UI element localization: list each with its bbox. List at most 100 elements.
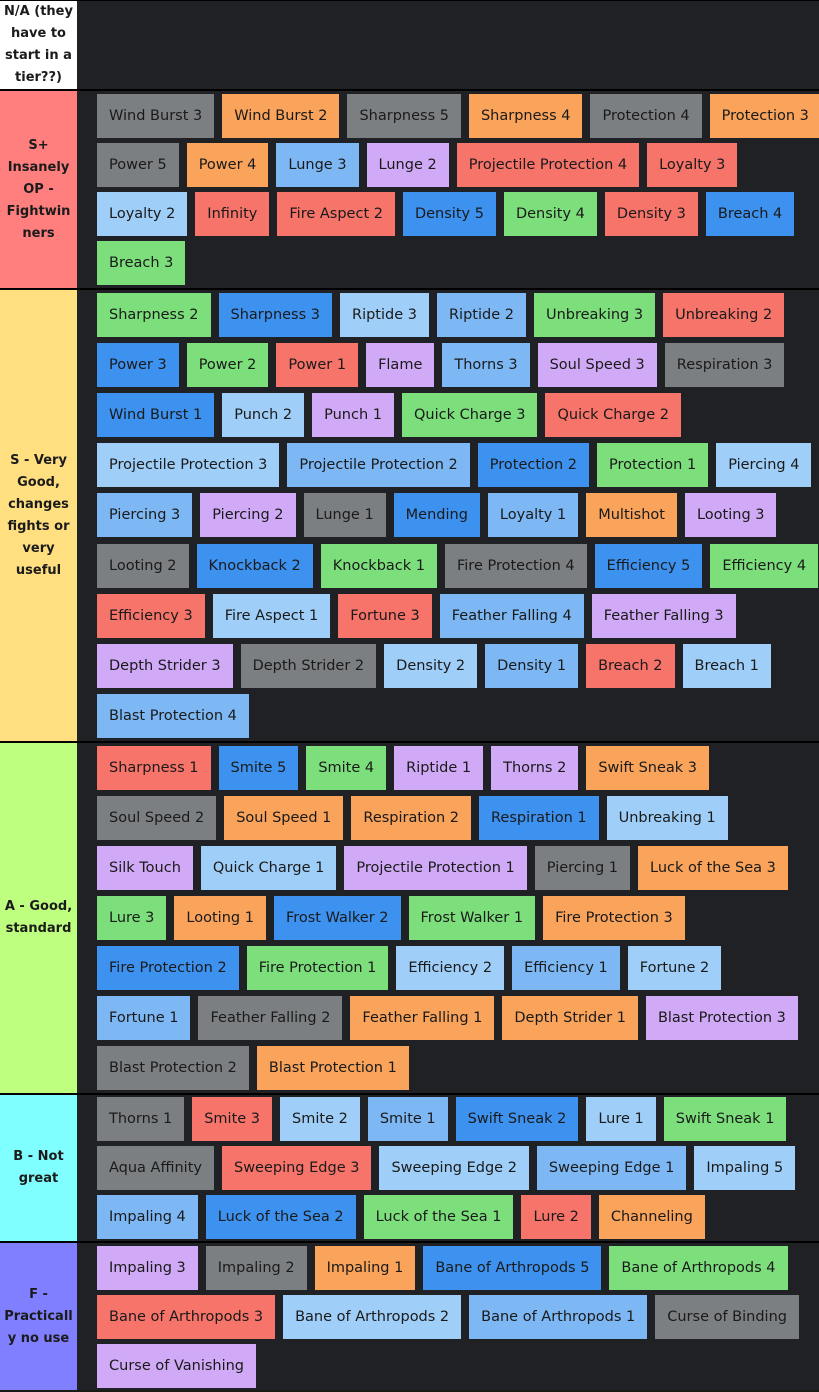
tier-label[interactable]: N/A (they have to start in a tier??) (0, 1, 77, 89)
enchantment-item[interactable]: Wind Burst 3 (97, 93, 215, 138)
enchantment-item[interactable]: Lure 3 (97, 896, 167, 940)
enchantment-item[interactable]: Fire Protection 1 (246, 946, 389, 990)
enchantment-item[interactable]: Frost Walker 2 (273, 896, 401, 940)
enchantment-item[interactable]: Frost Walker 1 (408, 896, 536, 940)
enchantment-item[interactable]: Silk Touch (97, 846, 193, 890)
enchantment-item[interactable]: Fortune 3 (338, 593, 432, 638)
enchantment-item[interactable]: Depth Strider 1 (502, 996, 638, 1040)
enchantment-item[interactable]: Bane of Arthropods 3 (97, 1294, 276, 1339)
enchantment-item[interactable]: Feather Falling 4 (439, 593, 584, 638)
enchantment-item[interactable]: Power 1 (276, 343, 359, 388)
enchantment-item[interactable]: Fortune 2 (627, 946, 722, 990)
enchantment-item[interactable]: Bane of Arthropods 2 (283, 1294, 462, 1339)
enchantment-item[interactable]: Fire Protection 2 (97, 946, 239, 990)
enchantment-item[interactable]: Thorns 1 (97, 1097, 185, 1142)
enchantment-item[interactable]: Sweeping Edge 3 (221, 1146, 372, 1190)
enchantment-item[interactable]: Efficiency 1 (512, 946, 620, 990)
enchantment-item[interactable]: Density 4 (503, 192, 597, 237)
enchantment-item[interactable]: Depth Strider 2 (240, 643, 377, 688)
enchantment-item[interactable]: Riptide 2 (436, 293, 526, 338)
enchantment-item[interactable]: Quick Charge 1 (200, 846, 337, 890)
enchantment-item[interactable]: Efficiency 4 (710, 543, 819, 588)
enchantment-item[interactable]: Density 2 (384, 643, 478, 688)
enchantment-item[interactable]: Swift Sneak 1 (663, 1097, 787, 1142)
enchantment-item[interactable]: Mending (393, 493, 480, 538)
enchantment-item[interactable]: Protection 4 (590, 93, 702, 138)
enchantment-item[interactable]: Power 2 (186, 343, 269, 388)
enchantment-item[interactable]: Sharpness 2 (97, 293, 211, 338)
enchantment-item[interactable]: Soul Speed 3 (537, 343, 657, 388)
enchantment-item[interactable]: Punch 2 (222, 393, 305, 438)
enchantment-item[interactable]: Density 1 (485, 643, 579, 688)
enchantment-item[interactable]: Piercing 1 (534, 846, 631, 890)
enchantment-item[interactable]: Piercing 3 (97, 493, 193, 538)
enchantment-item[interactable]: Quick Charge 2 (545, 393, 681, 438)
enchantment-item[interactable]: Impaling 5 (694, 1146, 796, 1190)
enchantment-item[interactable]: Blast Protection 4 (97, 693, 249, 738)
enchantment-item[interactable]: Unbreaking 1 (606, 796, 728, 840)
enchantment-item[interactable]: Protection 2 (477, 443, 589, 488)
enchantment-item[interactable]: Breach 1 (682, 643, 771, 688)
enchantment-item[interactable]: Efficiency 2 (396, 946, 505, 990)
enchantment-item[interactable]: Sharpness 5 (347, 93, 461, 138)
enchantment-item[interactable]: Knockback 1 (320, 543, 437, 588)
enchantment-item[interactable]: Projectile Protection 1 (344, 846, 527, 890)
enchantment-item[interactable]: Sweeping Edge 1 (536, 1146, 687, 1190)
enchantment-item[interactable]: Fire Aspect 2 (277, 192, 395, 237)
enchantment-item[interactable]: Soul Speed 1 (224, 796, 344, 840)
enchantment-item[interactable]: Looting 3 (684, 493, 777, 538)
enchantment-item[interactable]: Feather Falling 3 (591, 593, 736, 638)
enchantment-item[interactable]: Unbreaking 2 (663, 293, 785, 338)
enchantment-item[interactable]: Impaling 3 (97, 1245, 198, 1290)
enchantment-item[interactable]: Loyalty 2 (97, 192, 188, 237)
enchantment-item[interactable]: Power 5 (97, 142, 179, 187)
enchantment-item[interactable]: Channeling (598, 1194, 705, 1239)
enchantment-item[interactable]: Loyalty 3 (647, 142, 738, 187)
enchantment-item[interactable]: Wind Burst 2 (222, 93, 340, 138)
enchantment-item[interactable]: Density 3 (604, 192, 698, 237)
enchantment-item[interactable]: Punch 1 (312, 393, 394, 438)
enchantment-item[interactable]: Lunge 2 (366, 142, 449, 187)
enchantment-item[interactable]: Curse of Vanishing (97, 1343, 257, 1388)
enchantment-item[interactable]: Respiration 3 (664, 343, 785, 388)
tier-items-area[interactable]: Sharpness 1 Smite 5 Smite 4 Riptide 1 Thorns… (77, 743, 819, 1093)
enchantment-item[interactable]: Luck of the Sea 1 (363, 1194, 514, 1239)
enchantment-item[interactable]: Looting 2 (97, 543, 189, 588)
enchantment-item[interactable]: Feather Falling 2 (198, 996, 343, 1040)
enchantment-item[interactable]: Impaling 2 (205, 1245, 307, 1290)
enchantment-item[interactable]: Bane of Arthropods 5 (423, 1245, 602, 1290)
enchantment-item[interactable]: Lunge 3 (276, 142, 359, 187)
enchantment-item[interactable]: Thorns 2 (491, 746, 579, 790)
enchantment-item[interactable]: Blast Protection 1 (256, 1046, 409, 1090)
enchantment-item[interactable]: Fire Protection 4 (444, 543, 587, 588)
enchantment-item[interactable]: Fortune 1 (97, 996, 191, 1040)
enchantment-item[interactable]: Smite 4 (306, 746, 387, 790)
tier-items-area[interactable]: Wind Burst 3 Wind Burst 2 Sharpness 5 Sharp… (77, 91, 819, 288)
enchantment-item[interactable]: Power 3 (97, 343, 179, 388)
enchantment-item[interactable]: Sharpness 1 (97, 746, 211, 790)
enchantment-item[interactable]: Thorns 3 (442, 343, 530, 388)
enchantment-item[interactable]: Breach 2 (586, 643, 675, 688)
enchantment-item[interactable]: Swift Sneak 3 (586, 746, 709, 790)
enchantment-item[interactable]: Sweeping Edge 2 (379, 1146, 529, 1190)
enchantment-item[interactable]: Swift Sneak 2 (455, 1097, 579, 1142)
tier-label[interactable]: F - Practicall y no use (0, 1243, 77, 1390)
enchantment-item[interactable]: Impaling 1 (314, 1245, 416, 1290)
enchantment-item[interactable]: Riptide 1 (394, 746, 484, 790)
enchantment-item[interactable]: Respiration 1 (479, 796, 599, 840)
enchantment-item[interactable]: Power 4 (186, 142, 269, 187)
enchantment-item[interactable]: Luck of the Sea 2 (205, 1194, 356, 1239)
enchantment-item[interactable]: Quick Charge 3 (401, 393, 538, 438)
tier-label[interactable]: S+ Insanely OP - Fightwin ners (0, 91, 77, 288)
enchantment-item[interactable]: Unbreaking 3 (533, 293, 656, 338)
tier-items-area[interactable] (77, 1, 819, 89)
enchantment-item[interactable]: Smite 5 (218, 746, 299, 790)
enchantment-item[interactable]: Efficiency 5 (594, 543, 703, 588)
enchantment-item[interactable]: Fire Protection 3 (543, 896, 685, 940)
enchantment-item[interactable]: Infinity (195, 192, 270, 237)
enchantment-item[interactable]: Protection 1 (596, 443, 709, 488)
enchantment-item[interactable]: Projectile Protection 3 (97, 443, 280, 488)
tier-label[interactable]: S - Very Good, changes fights or very us… (0, 290, 77, 741)
enchantment-item[interactable]: Density 5 (402, 192, 496, 237)
enchantment-item[interactable]: Feather Falling 1 (350, 996, 495, 1040)
